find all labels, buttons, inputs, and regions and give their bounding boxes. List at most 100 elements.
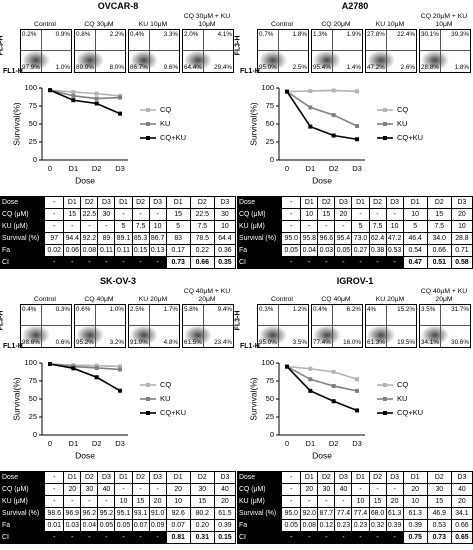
table-cell: -	[281, 208, 302, 221]
quadrant-percent: 3.2%	[109, 339, 124, 346]
point	[331, 113, 336, 118]
table-cell: -	[317, 220, 336, 233]
table-cell: -	[351, 256, 370, 269]
table-cell: 92.0	[300, 507, 319, 520]
table-cell: Survival (%)	[236, 232, 283, 245]
table-row: Fa 0.02 0.06 0.08 0.11 0.11 0.15 0.13 0.17 0.22 0.…	[0, 244, 237, 257]
panel-title: IGROV-1	[336, 276, 374, 286]
table-cell: 0.04	[300, 244, 319, 257]
quadrant-percent: 1.3%	[313, 31, 328, 38]
flow-label: CQ 40μM	[84, 295, 114, 303]
table-cell: 20	[450, 208, 473, 221]
table-cell: -	[281, 483, 302, 496]
series-line	[286, 91, 358, 141]
x-tick-label: D3	[352, 439, 362, 448]
x-axis-title: Dose	[75, 175, 95, 185]
series-line	[286, 365, 358, 381]
y-tick-label: 75	[266, 376, 274, 385]
y-tick-label: 100	[261, 83, 274, 92]
table-cell: 10	[165, 495, 191, 508]
data-table: Dose - D1 D2 D3 D1 D2 D3 D1 D2 D3 CQ (μM) -15 22.5 30-…	[0, 196, 237, 269]
table-cell: 20	[63, 483, 82, 496]
table-cell: -	[281, 256, 302, 269]
table-cell: 0.07	[165, 519, 191, 532]
table-cell: -	[148, 531, 167, 544]
table-cell: -	[114, 256, 133, 269]
table-cell: -	[300, 220, 319, 233]
table-cell: 10	[402, 495, 428, 508]
chart: 0 25 50 75 100 0 D1 D2 D3 Dose Survival(%) CQ KU CQ+K…	[248, 358, 423, 460]
legend-swatch	[383, 383, 387, 387]
quadrant-percent: 4.1%	[217, 31, 232, 38]
series-line	[49, 89, 121, 100]
quadrant-percent: 0.9%	[55, 31, 70, 38]
table-cell: 64.4	[213, 232, 237, 245]
point	[118, 364, 122, 369]
flow-plot: 0.7% 1.8% 95.0% 2.5%	[257, 29, 309, 73]
table-cell: 95.1	[114, 507, 133, 520]
table-cell: -	[281, 495, 302, 508]
table-cell: -	[131, 256, 150, 269]
quadrant-line	[312, 50, 362, 52]
quadrant-line	[75, 50, 125, 52]
quadrant-percent: 0.6%	[55, 339, 70, 346]
table-cell: -	[300, 495, 319, 508]
table-cell: -	[334, 256, 353, 269]
table-cell: Dose	[236, 471, 283, 484]
y-tick-label: 0	[270, 430, 274, 439]
quadrant-percent: 86.7%	[130, 64, 148, 71]
legend-swatch	[146, 122, 150, 126]
table-cell: Dose	[0, 471, 46, 484]
flow-plot: 30.1% 39.3% 28.8% 1.8%	[419, 29, 471, 73]
table-cell: KU (μM)	[236, 220, 283, 233]
legend-label: CQ+KU	[160, 133, 186, 142]
flow-label: KU 20μM	[138, 295, 168, 303]
chart: 0 25 50 75 100 0 D1 D2 D3 Dose Survival(%) CQ KU CQ+K…	[11, 83, 186, 185]
legend-swatch	[146, 136, 150, 140]
table-cell: 0.07	[131, 519, 150, 532]
table-cell: CI	[0, 256, 46, 269]
table-row: Survival (%) 98.6 96.9 96.2 95.2 95.1 93.1 91.0…	[0, 507, 237, 520]
table-cell: D1	[63, 471, 82, 484]
table-cell: 0.53	[385, 244, 404, 257]
table-cell: D3	[385, 196, 404, 209]
table-cell: 83	[165, 232, 191, 245]
table-cell: 0.05	[114, 519, 133, 532]
point	[71, 90, 76, 95]
flow-label: Control	[34, 295, 56, 303]
table-cell: D1	[63, 196, 82, 209]
table-row: CI - - - - - - -0.75 0.73 0.65	[236, 531, 473, 544]
point	[331, 88, 336, 93]
chart: 0 25 50 75 100 0 D1 D2 D3 Dose Survival(%) CQ KU CQ+K…	[11, 358, 186, 460]
table-cell: D2	[131, 196, 150, 209]
table-cell: 77.4	[351, 507, 370, 520]
table-cell: 0.66	[189, 256, 215, 269]
x-axis-label: FL1-H	[240, 68, 260, 75]
table-cell: -	[148, 208, 167, 221]
table-cell: -	[385, 531, 404, 544]
flow-label: CQ 30μM	[84, 20, 114, 28]
table-cell: 30	[317, 483, 336, 496]
y-tick-label: 75	[29, 376, 37, 385]
flow-label: CQ 20μM + KU 10μM	[420, 13, 468, 28]
table-cell: D2	[189, 471, 215, 484]
table-cell: -	[148, 483, 167, 496]
point	[308, 124, 313, 129]
table-cell: CI	[236, 531, 283, 544]
y-tick-label: 50	[266, 119, 274, 128]
quadrant-percent: 1.0%	[55, 64, 70, 71]
table-cell: 80.2	[189, 507, 215, 520]
flow-label: KU 20μM	[375, 295, 405, 303]
table-cell: CQ (μM)	[0, 208, 46, 221]
point	[118, 388, 122, 393]
table-cell: 47.2	[385, 232, 404, 245]
table-cell: Dose	[0, 196, 46, 209]
series-line	[286, 365, 358, 392]
table-cell: 89.1	[114, 232, 133, 245]
y-tick-label: 50	[29, 119, 37, 128]
table-cell: 0.73	[165, 256, 191, 269]
table-cell: D1	[165, 196, 191, 209]
panel-title: OVCAR-8	[97, 1, 139, 11]
table-row: Fa 0.05 0.04 0.03 0.05 0.27 0.38 0.53 0.54 0.66 0.…	[236, 244, 473, 257]
flow-label: CQ 40μM + KU 20μM	[183, 288, 231, 303]
